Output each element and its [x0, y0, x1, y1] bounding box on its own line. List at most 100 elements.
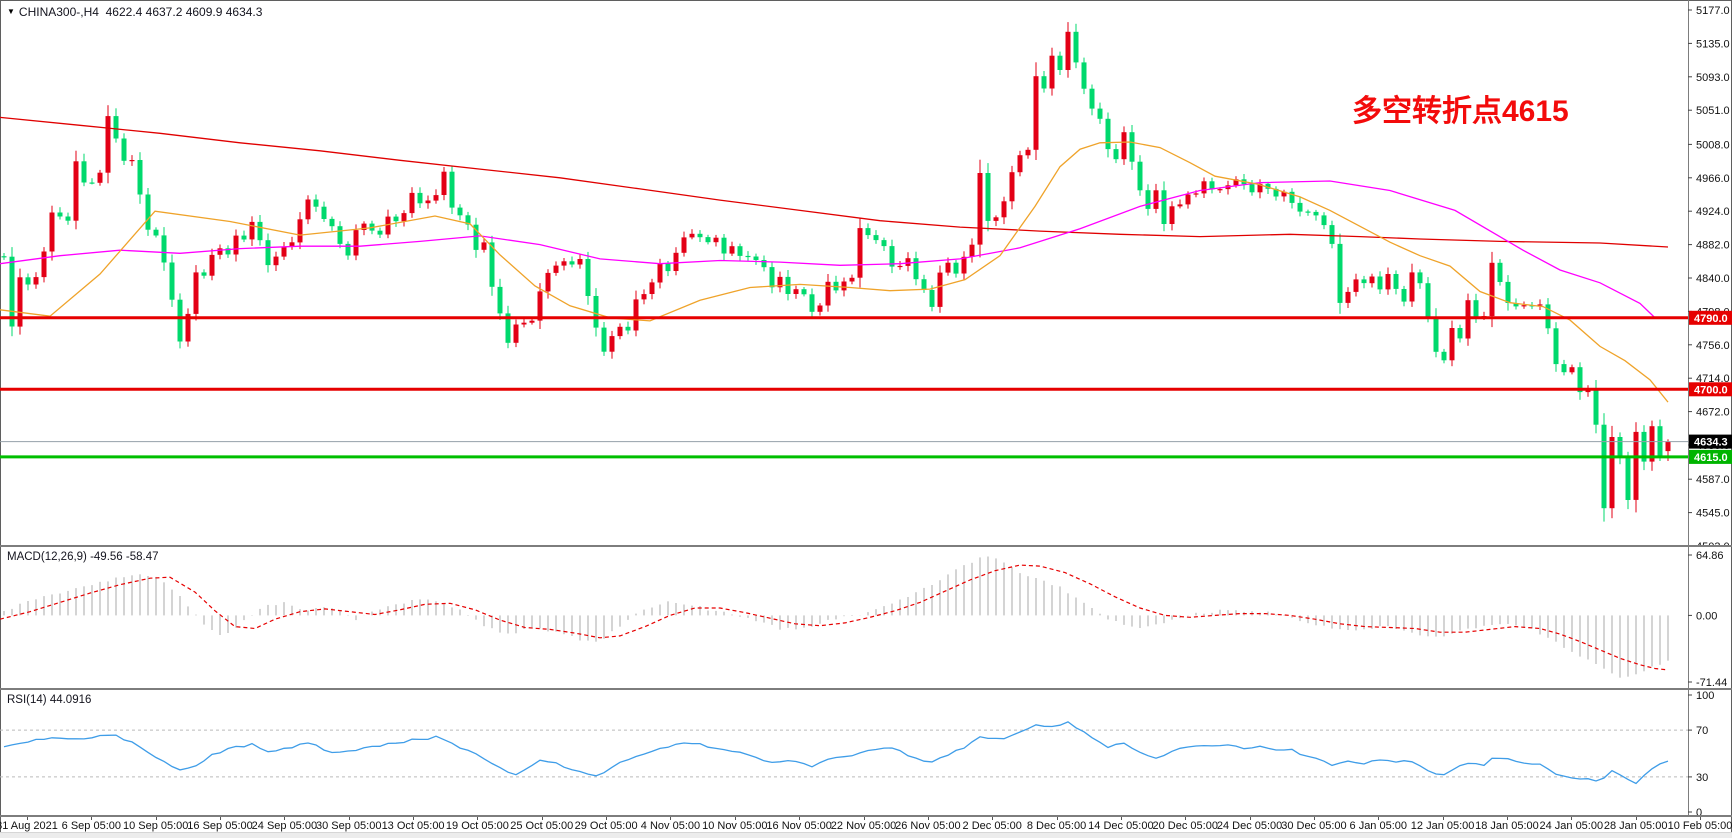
- candle: [273, 251, 279, 271]
- candle: [977, 159, 983, 258]
- candle: [281, 242, 287, 260]
- candle: [665, 261, 671, 277]
- candle: [153, 227, 159, 238]
- candle: [265, 233, 271, 273]
- date-tick: [992, 817, 994, 820]
- candle: [1049, 47, 1055, 96]
- ma-mid-magenta: [0, 180, 1656, 319]
- candle: [617, 323, 623, 340]
- date-tick: [1120, 817, 1122, 820]
- candle: [881, 237, 887, 251]
- date-tick: [734, 817, 736, 820]
- candle: [1401, 285, 1407, 307]
- candle: [1209, 177, 1215, 194]
- candle: [993, 215, 999, 227]
- candle: [913, 251, 919, 286]
- svg-text:4634.3: 4634.3: [1694, 437, 1728, 449]
- candle: [1665, 439, 1671, 461]
- svg-text:5051.0: 5051.0: [1696, 105, 1730, 117]
- svg-text:4840.0: 4840.0: [1696, 273, 1730, 285]
- candle: [9, 247, 15, 337]
- candle: [1017, 150, 1023, 177]
- candle: [801, 287, 807, 297]
- candle: [305, 195, 311, 225]
- horizontal-scrollbar[interactable]: [0, 832, 1732, 838]
- candle: [985, 163, 991, 232]
- candle: [1041, 71, 1047, 93]
- rsi-panel[interactable]: 100 70 30 0: [0, 690, 1732, 815]
- panel-separator[interactable]: [0, 545, 1732, 547]
- candle: [945, 257, 951, 276]
- candle: [921, 274, 927, 293]
- candle: [449, 165, 455, 214]
- svg-text:5093.0: 5093.0: [1696, 72, 1730, 84]
- candle: [1369, 273, 1375, 288]
- candle: [1585, 385, 1591, 397]
- date-label: 25 Oct 05:00: [510, 820, 574, 832]
- candle: [33, 272, 39, 289]
- svg-text:4545.0: 4545.0: [1696, 508, 1730, 520]
- candle: [1281, 189, 1287, 202]
- rsi-axis: 100 70 30 0: [1688, 690, 1714, 815]
- date-label: 20 Dec 05:00: [1152, 820, 1218, 832]
- candle: [1313, 209, 1319, 221]
- candle: [89, 178, 95, 185]
- chevron-down-icon[interactable]: ▼: [7, 7, 15, 16]
- candle: [569, 256, 575, 268]
- date-tick: [91, 817, 93, 820]
- candle: [889, 239, 895, 274]
- candle: [1145, 184, 1151, 216]
- macd-panel[interactable]: 64.86 0.00 -71.44: [0, 547, 1732, 688]
- candle: [745, 251, 751, 262]
- candle: [1105, 112, 1111, 158]
- candle: [721, 234, 727, 261]
- date-axis[interactable]: 31 Aug 2021 6 Sep 05:00 10 Sep 05:00 16 Sep…: [0, 817, 1732, 832]
- candle: [497, 278, 503, 320]
- candle: [425, 195, 431, 209]
- candle: [713, 234, 719, 247]
- rsi-levels-layer: [0, 729, 1688, 778]
- candle: [201, 269, 207, 279]
- candle: [1489, 251, 1495, 328]
- annotation-text: 多空转折点4615: [1352, 95, 1569, 128]
- candle: [1337, 233, 1343, 314]
- candle: [769, 261, 775, 294]
- symbol-label: CHINA300-,H4: [18, 5, 99, 19]
- candle: [225, 245, 231, 258]
- date-label: 28 Jan 05:00: [1603, 820, 1668, 832]
- candle: [521, 317, 527, 328]
- svg-text:4587.0: 4587.0: [1696, 474, 1730, 486]
- candle: [1001, 196, 1007, 225]
- candle: [209, 248, 215, 281]
- ma-slow-red: [0, 116, 1669, 248]
- svg-text:5135.0: 5135.0: [1696, 38, 1730, 50]
- svg-text:4700.0: 4700.0: [1694, 384, 1728, 396]
- candle: [25, 273, 31, 291]
- candle: [177, 293, 183, 349]
- panel-separator[interactable]: [0, 688, 1732, 690]
- price-axis[interactable]: 5177.0 5135.0 5093.0 5051.0 5008.0 4966.0 4924…: [1688, 0, 1732, 547]
- date-tick: [541, 817, 543, 820]
- candle: [1073, 23, 1079, 69]
- candle: [553, 261, 559, 276]
- candle: [689, 229, 695, 240]
- svg-text:-71.44: -71.44: [1696, 677, 1727, 688]
- price-badge-4634.3: [1689, 434, 1732, 449]
- candle: [473, 217, 479, 258]
- candle: [593, 288, 599, 337]
- svg-text:64.86: 64.86: [1696, 550, 1724, 562]
- candle: [1361, 275, 1367, 289]
- date-tick: [477, 817, 479, 820]
- candle: [41, 247, 47, 283]
- candle: [121, 133, 127, 165]
- main-chart-canvas[interactable]: 5177.0 5135.0 5093.0 5051.0 5008.0 4966.0 4924…: [0, 0, 1732, 547]
- main-chart-panel[interactable]: 5177.0 5135.0 5093.0 5051.0 5008.0 4966.0 4924…: [0, 0, 1732, 547]
- candle: [393, 214, 399, 227]
- candle: [233, 229, 239, 262]
- candle: [657, 258, 663, 289]
- svg-text:4790.0: 4790.0: [1694, 313, 1728, 325]
- candle: [1081, 57, 1087, 95]
- candle: [329, 216, 335, 231]
- candle: [1201, 177, 1207, 198]
